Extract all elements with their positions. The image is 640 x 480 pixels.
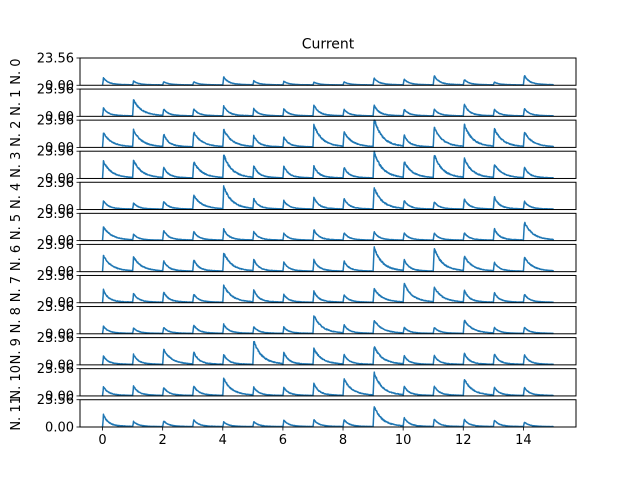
subplot-1: 0.00 23.56 N. 1 (9, 83, 577, 125)
subplot-frame-1 (79, 88, 577, 117)
series-line-0 (101, 75, 554, 86)
subplot-frame-10 (79, 368, 577, 397)
series-line-5 (101, 221, 555, 242)
series-line-2 (101, 119, 555, 148)
x-tick-label-1: 2 (159, 433, 167, 448)
y-tick-label-11-0: 0.00 (45, 421, 74, 436)
subplot-8: 0.00 23.56 N. 8 (9, 300, 577, 342)
subplot-7: 0.00 23.56 N. 7 (9, 269, 577, 311)
y-tick-label-1-0: 0.00 (45, 110, 74, 125)
y-tick-label-8-1: 23.56 (37, 300, 74, 315)
y-tick-label-2-1: 23.56 (37, 114, 74, 129)
subplot-frame-3 (79, 150, 577, 179)
x-tick-label-2: 4 (219, 433, 227, 448)
y-tick-label-9-1: 23.56 (37, 331, 74, 346)
y-tick-label-10-1: 23.56 (37, 362, 74, 377)
y-axis-label-2: N. 2 (9, 121, 24, 147)
y-tick-label-6-0: 0.00 (45, 265, 74, 280)
subplot-frame-9 (79, 337, 577, 366)
subplot-5: 0.00 23.56 N. 5 (9, 207, 577, 249)
series-line-10 (101, 371, 554, 397)
y-axis-label-1: N. 1 (9, 90, 24, 116)
subplot-frame-8 (79, 306, 577, 335)
subplot-frame-5 (79, 212, 577, 242)
subplot-frame-2 (79, 119, 577, 148)
y-tick-label-0-1: 23.56 (37, 52, 74, 67)
y-tick-label-6-1: 23.56 (37, 238, 74, 253)
subplot-frame-11 (79, 399, 577, 428)
chart-title: Current (302, 37, 355, 53)
y-axis-label-0: N. 0 (9, 58, 24, 84)
y-tick-label-2-0: 0.00 (45, 141, 74, 156)
x-tick-label-5: 10 (395, 433, 412, 448)
series-line-6 (101, 246, 555, 273)
y-tick-label-10-0: 0.00 (45, 389, 74, 404)
y-tick-label-0-0: 0.00 (45, 79, 74, 94)
subplot-frame-4 (79, 181, 577, 211)
x-tick-label-6: 12 (455, 433, 472, 448)
y-axis-label-5: N. 5 (9, 214, 24, 240)
y-axis-label-7: N. 7 (9, 276, 24, 302)
y-axis-label-11: N. 11 (9, 396, 24, 431)
subplot-frame-6 (79, 243, 577, 273)
y-tick-label-11-1: 23.56 (37, 393, 74, 408)
y-axis-label-4: N. 4 (9, 183, 24, 209)
subplot-11: 0.00 23.56 N. 11 (9, 393, 577, 436)
y-tick-label-7-1: 23.56 (37, 269, 74, 284)
y-tick-label-5-1: 23.56 (37, 207, 74, 222)
series-line-4 (101, 185, 554, 210)
y-tick-label-1-1: 23.56 (37, 83, 74, 98)
x-tick-label-4: 8 (339, 433, 347, 448)
subplot-2: 0.00 23.56 N. 2 (9, 114, 577, 156)
y-tick-label-3-1: 23.56 (37, 145, 74, 160)
y-axis-label-8: N. 8 (9, 307, 24, 333)
subplot-3: 0.00 23.56 N. 3 (9, 145, 577, 187)
x-tick-label-7: 14 (515, 433, 532, 448)
subplot-10: 0.00 23.56 N. 10 (9, 362, 577, 404)
y-axis-label-10: N. 10 (9, 365, 24, 400)
y-tick-label-5-0: 0.00 (45, 234, 74, 249)
series-line-8 (101, 315, 554, 335)
series-line-1 (101, 99, 554, 117)
subplot-frame-0 (79, 57, 577, 86)
y-tick-label-3-0: 0.00 (45, 172, 74, 187)
x-axis: 0 2 4 6 8 10 12 14 (98, 427, 532, 448)
y-tick-label-4-1: 23.56 (37, 176, 74, 191)
subplot-frame-7 (79, 274, 577, 304)
y-axis-label-6: N. 6 (9, 245, 24, 271)
subplot-0: 0.00 23.56 N. 0 (9, 52, 577, 94)
y-tick-label-9-0: 0.00 (45, 358, 74, 373)
subplot-6: 0.00 23.56 N. 6 (9, 238, 577, 280)
series-line-9 (101, 340, 554, 366)
y-tick-label-8-0: 0.00 (45, 327, 74, 342)
x-tick-label-0: 0 (98, 433, 106, 448)
y-axis-label-3: N. 3 (9, 152, 24, 178)
x-tick-label-3: 6 (279, 433, 287, 448)
subplot-4: 0.00 23.56 N. 4 (9, 176, 577, 218)
series-line-3 (101, 150, 555, 179)
y-tick-label-7-0: 0.00 (45, 296, 74, 311)
y-axis-label-9: N. 9 (9, 338, 24, 364)
y-tick-label-4-0: 0.00 (45, 203, 74, 218)
subplot-9: 0.00 23.56 N. 9 (9, 331, 577, 373)
series-line-7 (101, 282, 554, 304)
series-line-11 (101, 406, 554, 428)
